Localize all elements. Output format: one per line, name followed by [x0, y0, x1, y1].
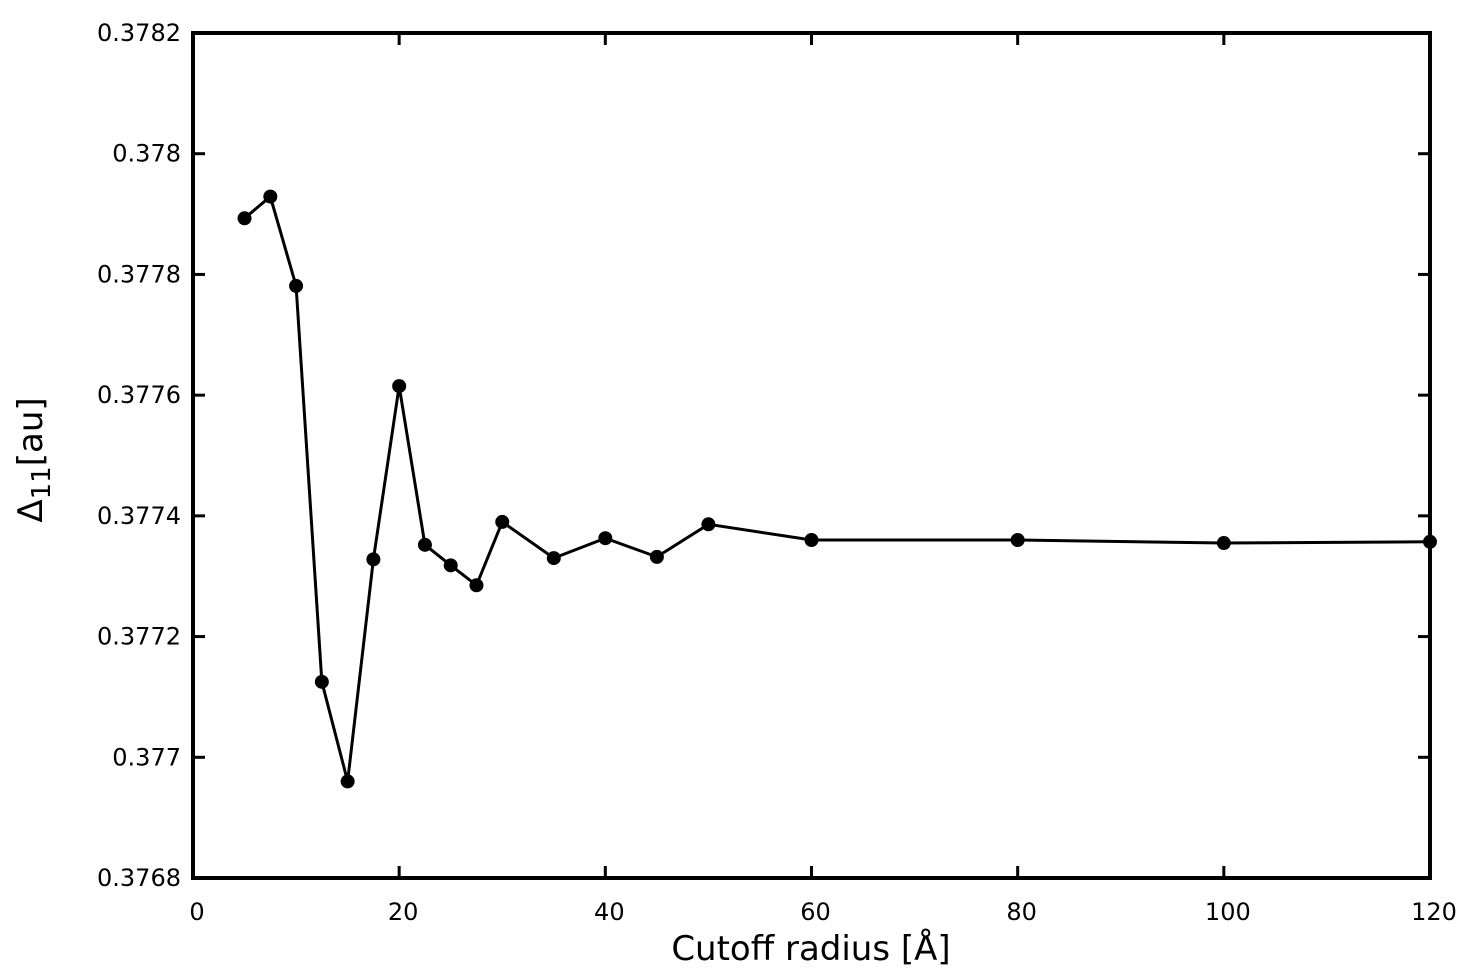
- data-point: [1216, 536, 1231, 551]
- data-point: [366, 552, 381, 567]
- y-tick-label: 0.3782: [97, 19, 181, 47]
- y-tick-label: 0.3768: [97, 864, 181, 892]
- y-label-symbol: Δ: [11, 499, 51, 522]
- x-tick-label: 40: [594, 898, 625, 926]
- x-tick-label: 80: [1006, 898, 1037, 926]
- data-point: [804, 533, 819, 547]
- data-point: [289, 278, 304, 293]
- data-point: [237, 211, 252, 226]
- data-point: [417, 537, 432, 552]
- x-tick-label: 100: [1205, 898, 1251, 926]
- data-point: [392, 379, 407, 394]
- x-axis-label: Cutoff radius [Å]: [671, 928, 950, 969]
- x-tick-label: 0: [189, 898, 204, 926]
- data-point: [1010, 533, 1025, 547]
- data-point: [598, 531, 613, 546]
- data-point: [340, 774, 355, 789]
- data-point: [469, 578, 484, 593]
- y-label-subscript: 11: [27, 466, 57, 499]
- y-axis-label: Δ11[au]: [11, 397, 57, 522]
- plot-frame: [191, 31, 1432, 880]
- y-tick-label: 0.3776: [97, 381, 181, 409]
- data-point: [495, 514, 510, 529]
- y-tick-label: 0.3778: [97, 260, 181, 288]
- data-line: [243, 193, 1431, 782]
- data-point: [701, 517, 716, 532]
- data-point: [443, 558, 458, 573]
- data-point: [546, 551, 561, 566]
- x-tick-label: 20: [388, 898, 419, 926]
- data-point: [314, 674, 329, 689]
- y-tick-label: 0.377: [112, 743, 181, 771]
- data-point: [1423, 534, 1437, 549]
- x-tick-label: 120: [1411, 898, 1457, 926]
- y-tick-label: 0.378: [112, 140, 181, 168]
- y-label-unit: [au]: [11, 397, 51, 466]
- x-tick-label: 60: [800, 898, 831, 926]
- y-tick-label: 0.3774: [97, 502, 181, 530]
- data-point: [649, 549, 664, 564]
- y-tick-label: 0.3772: [97, 623, 181, 651]
- data-point: [263, 189, 278, 204]
